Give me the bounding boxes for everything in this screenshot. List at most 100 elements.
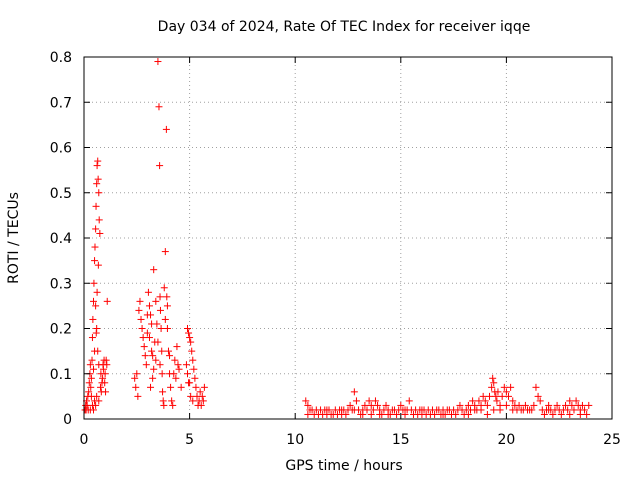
data-point xyxy=(144,288,152,296)
data-point xyxy=(304,410,312,418)
data-point xyxy=(160,284,168,292)
data-point xyxy=(150,266,158,274)
data-point xyxy=(170,370,178,378)
data-point xyxy=(469,397,477,405)
data-point xyxy=(534,392,542,400)
data-point xyxy=(199,397,207,405)
data-point xyxy=(99,374,107,382)
data-point xyxy=(500,383,508,391)
data-point xyxy=(92,225,100,233)
data-point xyxy=(545,406,553,414)
data-point xyxy=(186,334,194,342)
data-point xyxy=(159,388,167,396)
data-point xyxy=(477,406,485,414)
data-point xyxy=(152,356,160,364)
data-point xyxy=(490,406,498,414)
x-tick-label: 25 xyxy=(603,432,621,448)
data-point xyxy=(196,388,204,396)
data-point xyxy=(397,401,405,409)
data-points xyxy=(81,58,593,418)
data-point xyxy=(91,347,99,355)
data-point xyxy=(162,125,170,133)
data-point xyxy=(182,361,190,369)
data-point xyxy=(489,374,497,382)
axis-ticks xyxy=(83,56,613,420)
data-point xyxy=(369,406,377,414)
data-point xyxy=(177,383,185,391)
data-point xyxy=(156,293,164,301)
data-point xyxy=(94,175,102,183)
y-tick-label: 0.2 xyxy=(50,322,72,338)
data-point xyxy=(102,356,110,364)
data-point xyxy=(88,356,96,364)
data-point xyxy=(93,180,101,188)
data-point xyxy=(365,397,373,405)
y-tick-label: 0.3 xyxy=(50,276,72,292)
data-point xyxy=(91,243,99,251)
data-point xyxy=(494,388,502,396)
data-point xyxy=(464,410,472,418)
data-point xyxy=(90,365,98,373)
data-point xyxy=(553,401,561,409)
data-point xyxy=(139,334,147,342)
data-point xyxy=(92,302,100,310)
data-point xyxy=(103,361,111,369)
y-tick-labels: 0 0.1 0.2 0.3 0.4 0.5 0.6 0.7 0.8 xyxy=(50,50,72,428)
data-point xyxy=(136,297,144,305)
data-point xyxy=(361,401,369,409)
data-point xyxy=(169,401,177,409)
x-axis-label: GPS time / hours xyxy=(285,458,402,474)
data-point xyxy=(87,374,95,382)
data-point xyxy=(132,383,140,391)
data-point xyxy=(143,329,151,337)
data-point xyxy=(490,379,498,387)
data-point xyxy=(96,229,104,237)
data-point xyxy=(143,311,151,319)
data-point xyxy=(475,397,483,405)
data-point xyxy=(152,297,160,305)
data-point xyxy=(509,406,517,414)
x-tick-labels: 0 5 10 15 20 25 xyxy=(80,432,621,448)
data-point xyxy=(95,189,103,197)
data-point xyxy=(488,383,496,391)
data-point xyxy=(163,325,171,332)
data-point xyxy=(382,401,390,409)
data-point xyxy=(90,297,98,305)
data-point xyxy=(156,162,164,170)
data-point xyxy=(304,401,312,409)
data-point xyxy=(148,347,156,355)
data-point xyxy=(91,257,99,265)
data-point xyxy=(471,406,479,414)
data-point xyxy=(371,397,379,405)
data-point xyxy=(167,383,175,391)
data-point xyxy=(374,401,382,409)
data-point xyxy=(156,361,164,369)
data-point xyxy=(367,410,375,418)
data-point xyxy=(135,306,143,314)
data-point xyxy=(581,406,589,414)
data-point xyxy=(161,248,169,256)
data-point xyxy=(532,383,540,391)
data-point xyxy=(405,397,413,405)
y-tick-label: 0.8 xyxy=(50,50,72,66)
data-point xyxy=(95,397,103,405)
data-point xyxy=(173,343,181,351)
data-point xyxy=(486,392,494,400)
data-point xyxy=(163,302,171,310)
data-point xyxy=(96,383,104,391)
y-axis-label: ROTI / TECUs xyxy=(6,192,22,284)
data-point xyxy=(483,401,491,409)
data-point xyxy=(85,379,93,387)
data-point xyxy=(192,383,200,391)
data-point xyxy=(576,410,584,418)
data-point xyxy=(149,352,157,360)
data-point xyxy=(585,401,593,409)
data-point xyxy=(137,315,145,323)
data-point xyxy=(350,406,358,414)
data-point xyxy=(302,397,310,405)
data-point xyxy=(367,401,375,409)
data-point xyxy=(483,410,491,418)
data-point xyxy=(138,325,146,332)
data-point xyxy=(85,388,93,396)
